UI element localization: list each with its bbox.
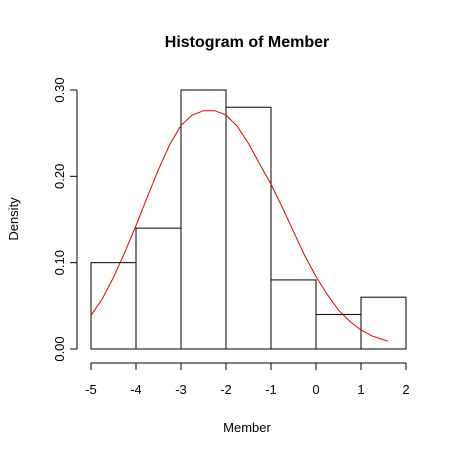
y-tick-label: 0.30: [52, 77, 67, 102]
y-tick-label: 0.00: [52, 336, 67, 361]
x-axis-label: Member: [223, 420, 271, 435]
y-tick-label: 0.10: [52, 250, 67, 275]
x-tick-label: -3: [175, 382, 187, 397]
histogram-bar-6: [360, 296, 407, 350]
x-tick-label: 2: [402, 382, 409, 397]
y-tick-label: 0.20: [52, 164, 67, 189]
x-tick-label: -4: [130, 382, 142, 397]
histogram-bar-1: [135, 227, 182, 350]
x-tick-label: -2: [220, 382, 232, 397]
histogram-bar-3: [225, 106, 272, 350]
histogram-bar-5: [315, 313, 362, 350]
histogram-bars: [90, 89, 407, 350]
histogram-bar-4: [270, 279, 317, 350]
x-tick-label: -5: [85, 382, 97, 397]
density-curve: [90, 110, 389, 342]
y-axis-label: Density: [6, 197, 21, 241]
x-tick-label: 0: [312, 382, 319, 397]
y-axis: 0.00 0.10 0.20 0.30: [52, 77, 78, 362]
x-tick-label: 1: [357, 382, 364, 397]
histogram-bar-2: [180, 89, 227, 350]
x-axis: -5 -4 -3 -2 -1 0 1 2: [85, 362, 410, 397]
chart-title: Histogram of Member: [165, 34, 329, 51]
x-tick-label: -1: [265, 382, 277, 397]
density-curve-layer: [90, 110, 389, 342]
